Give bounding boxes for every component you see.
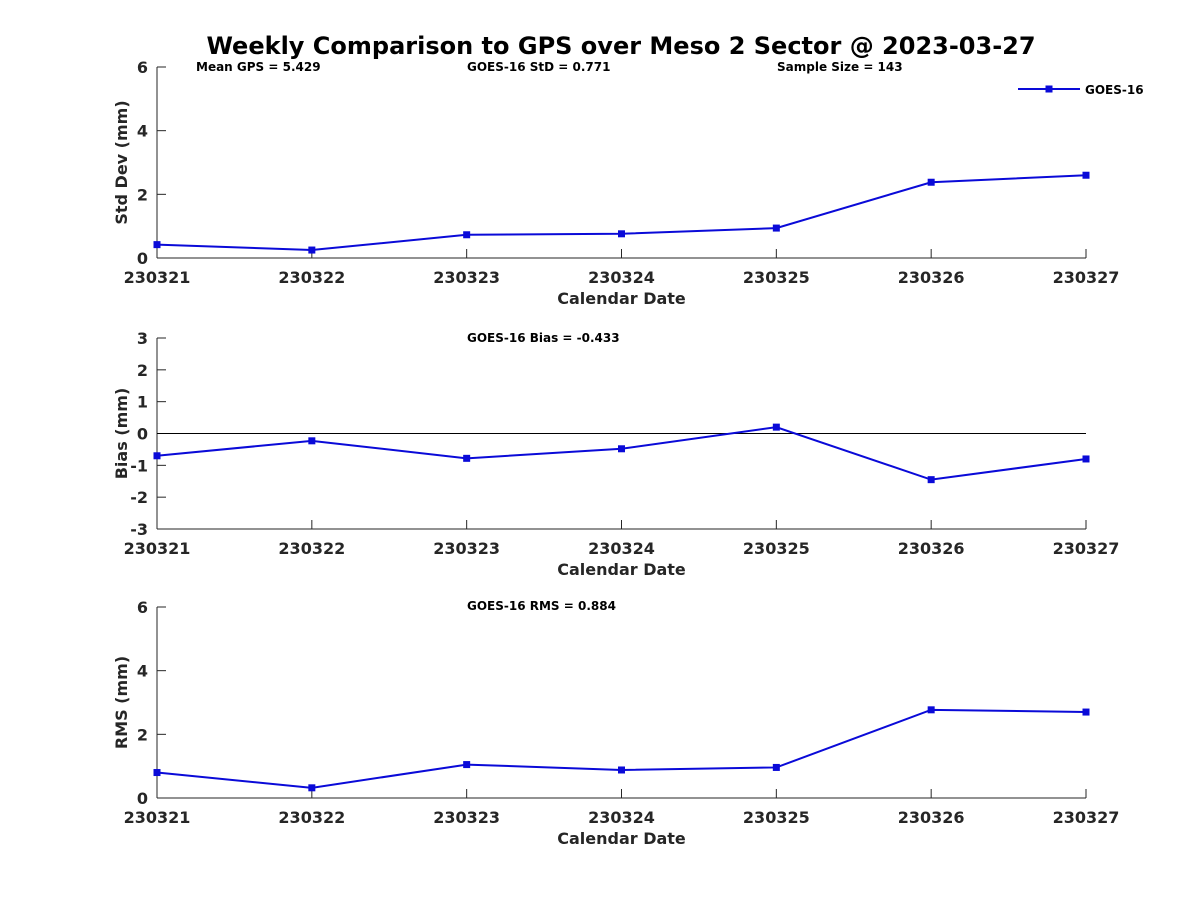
panel-1-x-tick-label: 230321 [124, 268, 191, 287]
panel-2-y-tick-label: 3 [137, 329, 148, 348]
panel-1-x-tick-label: 230326 [898, 268, 965, 287]
panel-2-data-point [1082, 455, 1090, 463]
panel-1-data-point [618, 230, 625, 238]
panel-1-data-point [463, 231, 471, 239]
panel-2-y-tick-label: -3 [130, 520, 148, 539]
panel-3-x-tick-label: 230321 [124, 808, 191, 827]
panel-1-x-tick-label: 230327 [1053, 268, 1120, 287]
panel-2-annotation: GOES-16 Bias = -0.433 [467, 331, 620, 345]
panel-1-y-tick-label: 6 [137, 58, 148, 77]
panel-2-x-tick-label: 230326 [898, 539, 965, 558]
panel-3-data-point [772, 763, 780, 771]
panel-3-x-tick-label: 230326 [898, 808, 965, 827]
panel-1-annotation: Sample Size = 143 [777, 60, 903, 74]
panel-2-x-axis-label: Calendar Date [557, 560, 686, 579]
panel-1-y-axis-label: Std Dev (mm) [112, 100, 131, 224]
panel-3-x-tick-label: 230322 [278, 808, 345, 827]
panel-3-x-tick-label: 230324 [588, 808, 655, 827]
panel-3-y-tick-label: 4 [137, 662, 148, 681]
panel-1-y-tick-label: 0 [137, 249, 148, 268]
panel-1-x-axis-label: Calendar Date [557, 289, 686, 308]
panel-1-series-line [156, 174, 1087, 252]
panel-2-y-tick-label: -1 [130, 456, 148, 475]
legend-label: GOES-16 [1085, 83, 1144, 97]
panel-1-x-tick-label: 230325 [743, 268, 810, 287]
panel-2-y-tick-label: -2 [130, 488, 148, 507]
panel-2-x-tick-label: 230325 [743, 539, 810, 558]
panel-3-y-tick-label: 6 [137, 598, 148, 617]
panel-3-annotation: GOES-16 RMS = 0.884 [467, 599, 616, 613]
panel-3-data-point [153, 769, 161, 777]
panel-1-annotation: Mean GPS = 5.429 [196, 60, 321, 74]
legend-marker [1045, 85, 1053, 93]
panel-2-data-point [153, 452, 161, 460]
panel-2-y-tick-label: 0 [137, 425, 148, 444]
panel-3-x-tick-label: 230327 [1053, 808, 1120, 827]
panel-3-x-axis-label: Calendar Date [557, 829, 686, 848]
panel-2-y-axis-label: Bias (mm) [112, 388, 131, 480]
panel-2-y-tick-label: 1 [137, 393, 148, 412]
panel-1-x-tick-label: 230322 [278, 268, 345, 287]
panel-2-data-point [308, 437, 316, 445]
panel-3-y-axis-label: RMS (mm) [112, 656, 131, 749]
panel-2-x-tick-label: 230322 [278, 539, 345, 558]
panel-2-x-tick-label: 230323 [433, 539, 500, 558]
panel-2-x-tick-label: 230324 [588, 539, 655, 558]
panel-2-series-line [156, 426, 1087, 481]
panel-3-x-tick-label: 230325 [743, 808, 810, 827]
panel-1-data-point [1082, 171, 1090, 179]
panel-3-data-point [618, 766, 625, 774]
panel-3-data-point [308, 784, 316, 792]
panel-1-y-tick-label: 2 [137, 185, 148, 204]
panel-3-data-point [463, 761, 471, 769]
panel-2-y-tick-label: 2 [137, 361, 148, 380]
panel-1-x-tick-label: 230324 [588, 268, 655, 287]
panel-2-x-tick-label: 230327 [1053, 539, 1120, 558]
panel-1-data-point [153, 241, 161, 249]
panel-1-data-point [308, 246, 316, 254]
panel-3-data-point [927, 706, 935, 714]
panel-1-data-point [927, 178, 935, 186]
panel-3-data-point [1082, 708, 1090, 716]
panel-3-y-tick-label: 0 [137, 789, 148, 808]
panel-2-data-point [618, 445, 625, 453]
panel-2-data-point [927, 476, 935, 484]
panel-3-y-tick-label: 2 [137, 725, 148, 744]
panel-2-x-tick-label: 230321 [124, 539, 191, 558]
panel-3-x-tick-label: 230323 [433, 808, 500, 827]
panel-2-data-point [463, 454, 471, 462]
panel-1-x-tick-label: 230323 [433, 268, 500, 287]
panel-1-annotation: GOES-16 StD = 0.771 [467, 60, 610, 74]
panel-1-y-tick-label: 4 [137, 122, 148, 141]
panel-1-data-point [772, 224, 780, 232]
figure-title: Weekly Comparison to GPS over Meso 2 Sec… [206, 32, 1035, 60]
panel-2-data-point [772, 423, 780, 431]
panel-3-series-line [156, 708, 1087, 789]
